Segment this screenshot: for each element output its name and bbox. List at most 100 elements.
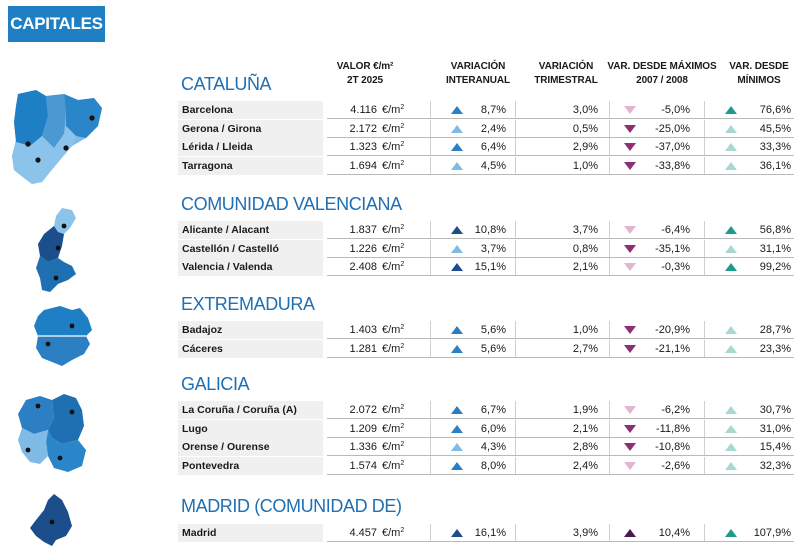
maximos-value: -10,8% [655,441,690,453]
row-divider [327,418,794,419]
column-divider [515,401,516,419]
interanual-trend-icon [451,461,463,470]
trimestral-value: 2,1% [572,261,598,273]
trimestral-value: 3,7% [572,224,598,236]
unit-text: €/m [382,324,401,336]
column-divider [609,456,610,475]
unit-text: €/m [382,141,401,153]
header-minimos-line2: MÍNIMOS [737,75,781,86]
maximos-value: -20,9% [655,324,690,336]
column-divider [609,321,610,339]
maximos-trend-icon [624,143,636,151]
interanual-value: 6,4% [480,141,506,153]
interanual-trend-icon [451,226,463,234]
cell-gap [323,456,327,475]
column-divider [430,221,431,239]
maximos-trend-icon [624,226,636,234]
row-divider [327,256,794,258]
column-divider [430,456,431,475]
city-name: Barcelona [178,101,323,119]
interanual-trend-icon [451,161,463,170]
header-maximos-line2: 2007 / 2008 [636,75,688,86]
column-divider [609,438,610,456]
column-divider [430,339,431,358]
column-divider [704,524,705,542]
unit-label: €/m2 [380,101,430,119]
trimestral-value: 2,7% [572,342,598,355]
unit-label: €/m2 [380,138,430,156]
cell-gap [323,339,327,358]
minimos-trend-icon [725,161,737,170]
valor-value: 1.837 [349,224,377,236]
column-divider [704,101,705,119]
header-valor-line2: 2T 2025 [347,75,383,86]
column-divider [515,419,516,438]
minimos-trend-icon [725,124,737,133]
column-divider [704,119,705,138]
interanual-value: 5,6% [480,324,506,336]
column-divider [515,524,516,542]
column-divider [704,221,705,239]
extremadura-map-icon [34,306,92,366]
unit-superscript: 2 [400,342,405,350]
maximos-trend-icon [624,263,636,271]
galicia-map-icon [18,394,86,472]
unit-superscript: 2 [400,104,405,111]
table-row: Pontevedra 1.574 €/m2 8,0% 2,4% -2,6% 32,3% [178,456,794,475]
cell-gap [323,138,327,156]
maximos-trend-icon [624,161,636,170]
interanual-trend-icon [451,529,463,537]
maximos-trend-icon [624,124,636,133]
unit-label: €/m2 [380,438,430,456]
header-trimestral-line2: TRIMESTRAL [534,75,598,86]
unit-label: €/m2 [380,240,430,258]
cell-gap [323,258,327,276]
city-name: Madrid [178,524,323,542]
column-divider [515,101,516,119]
unit-text: €/m [382,342,401,355]
valor-value: 1.336 [349,441,377,453]
minimos-trend-icon [725,143,737,151]
region-title: GALICIA [181,374,250,394]
column-divider [515,456,516,475]
column-divider [609,221,610,239]
valor-value: 4.457 [349,527,377,539]
row-divider [327,173,794,175]
column-divider [609,258,610,276]
unit-superscript: 2 [400,122,405,130]
valor-value: 2.408 [349,261,377,273]
table-row: Madrid 4.457 €/m2 16,1% 3,9% 10,4% 107,9% [178,524,794,542]
column-divider [704,438,705,456]
column-divider [704,156,705,175]
table-row: Lérida / Lleida 1.323 €/m2 6,4% 2,9% -37,0% 33… [178,138,794,156]
region-title: MADRID (COMUNIDAD DE) [181,496,402,516]
cell-gap [323,401,327,419]
city-name: Lugo [178,419,323,438]
maximos-value: -2,6% [661,459,690,472]
interanual-value: 8,7% [480,104,506,116]
interanual-value: 8,0% [480,459,506,472]
column-divider [704,419,705,438]
minimos-value: 15,4% [759,441,791,453]
column-divider [430,138,431,156]
maximos-trend-icon [624,326,636,334]
minimos-value: 45,5% [759,122,791,135]
header-interanual-line2: INTERANUAL [446,75,510,86]
unit-text: €/m [382,422,401,435]
table-row: Tarragona 1.694 €/m2 4,5% 1,0% -33,8% 36,1% [178,156,794,175]
minimos-value: 33,3% [759,141,791,153]
minimos-value: 32,3% [759,459,791,472]
trimestral-value: 3,9% [572,527,598,539]
trimestral-value: 2,9% [572,141,598,153]
unit-text: €/m [382,404,401,416]
cell-gap [323,156,327,175]
maximos-trend-icon [624,461,636,470]
column-divider [609,524,610,542]
city-name: Alicante / Alacant [178,221,323,239]
region-title: CATALUÑA [181,74,272,94]
interanual-trend-icon [451,106,463,114]
column-divider [609,101,610,119]
trimestral-value: 0,8% [572,242,598,255]
interanual-value: 16,1% [474,527,506,539]
section-tag: CAPITALES [8,6,105,42]
